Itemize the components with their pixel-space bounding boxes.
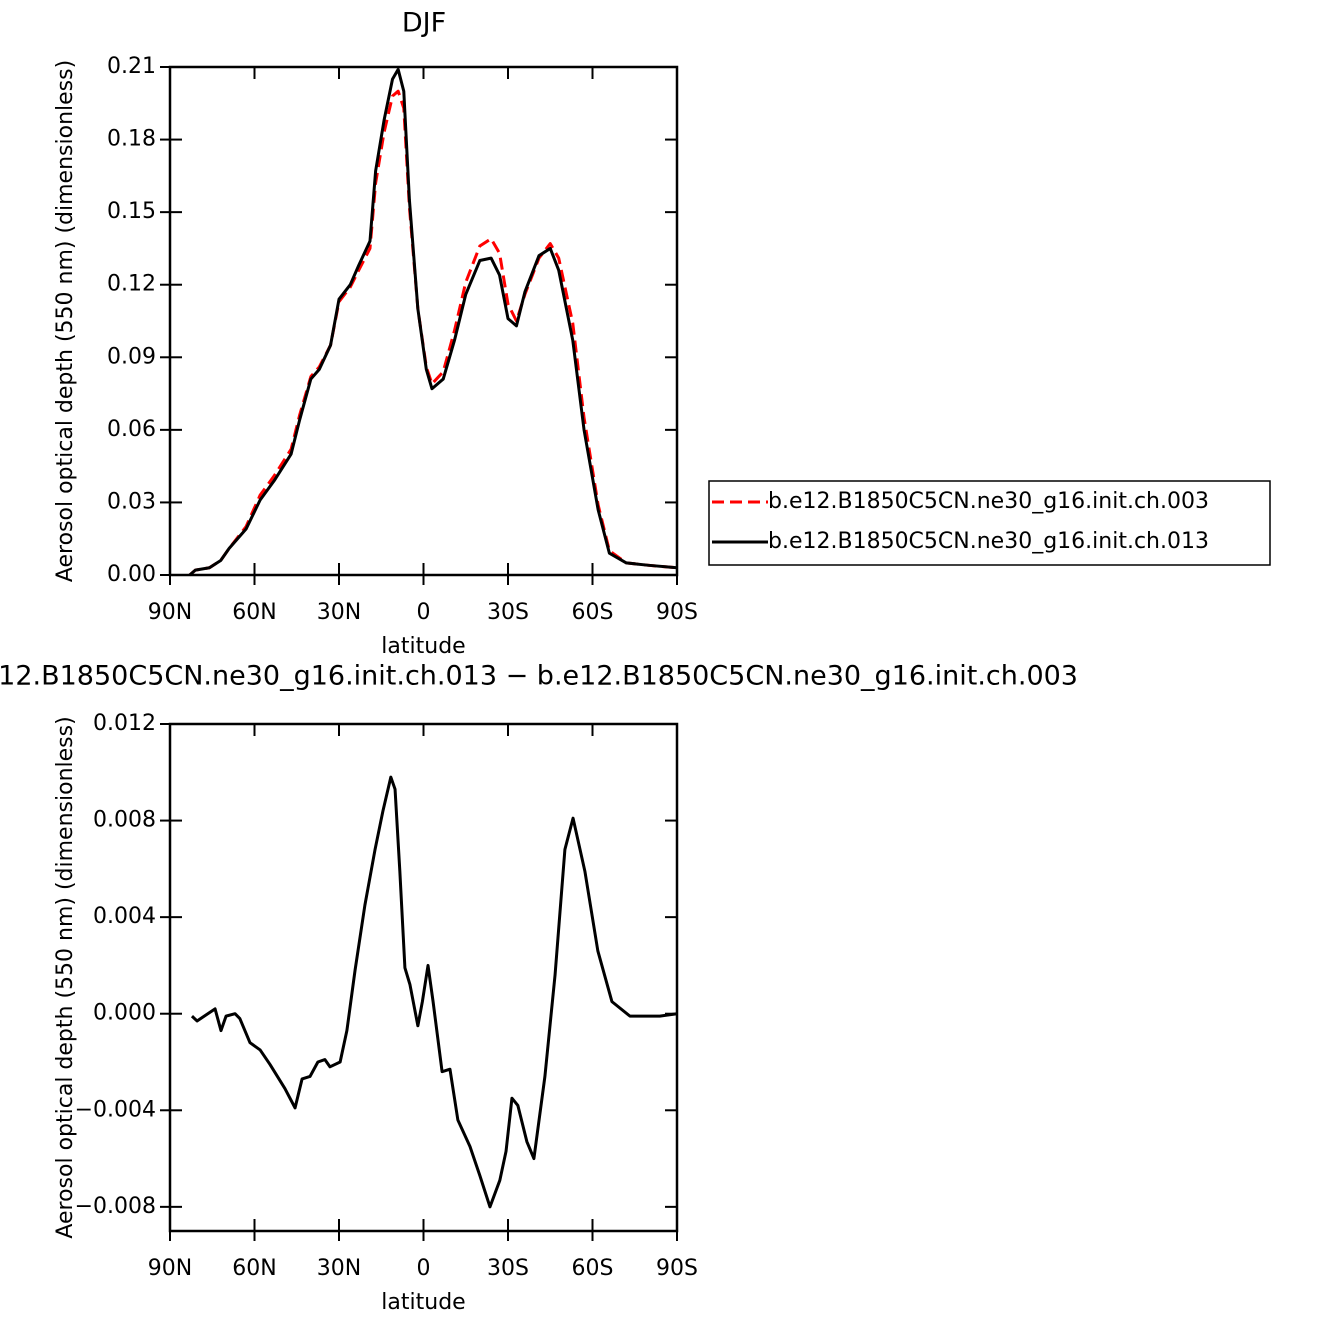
x-tick-label: 30N (317, 600, 361, 625)
y-tick-label: 0.012 (93, 711, 156, 736)
x-tick-label: 90S (656, 1256, 698, 1281)
x-tick-label: 60N (232, 600, 276, 625)
y-tick-label: 0.15 (107, 199, 156, 224)
x-tick-label: 60N (232, 1256, 276, 1281)
y-tick-label: 0.18 (107, 127, 156, 152)
legend-box (708, 480, 1271, 566)
x-axis-label: latitude (381, 1290, 465, 1315)
y-tick-label: −0.004 (75, 1097, 156, 1122)
x-tick-label: 0 (417, 600, 431, 625)
data-line (188, 67, 678, 577)
data-line (188, 89, 678, 577)
y-tick-label: 0.00 (107, 562, 156, 587)
y-tick-label: 0.12 (107, 272, 156, 297)
legend-text: b.e12.B1850C5CN.ne30_g16.init.ch.003 (768, 489, 1209, 514)
x-tick-label: 30S (487, 600, 529, 625)
y-tick-label: −0.008 (75, 1194, 156, 1219)
y-tick-label: 0.06 (107, 417, 156, 442)
x-tick-label: 30S (487, 1256, 529, 1281)
y-tick-label: 0.21 (107, 54, 156, 79)
x-axis-label: latitude (381, 634, 465, 659)
x-tick-label: 60S (572, 1256, 614, 1281)
x-tick-label: 0 (417, 1256, 431, 1281)
plot: DJF Aerosol optical depth (550 nm) (dimen… (53, 8, 1271, 659)
y-axis-label: Aerosol optical depth (550 nm) (dimensio… (53, 60, 78, 582)
x-tick-label: 30N (317, 1256, 361, 1281)
chart-title: b.e12.B1850C5CN.ne30_g16.init.ch.013 − b… (0, 661, 1078, 692)
y-tick-label: 0.09 (107, 344, 156, 369)
plot: b.e12.B1850C5CN.ne30_g16.init.ch.013 − b… (0, 661, 1078, 1316)
x-tick-label: 60S (572, 600, 614, 625)
y-tick-label: 0.03 (107, 489, 156, 514)
x-tick-label: 90N (148, 600, 192, 625)
y-axis-label: Aerosol optical depth (550 nm) (dimensio… (53, 716, 78, 1238)
y-tick-label: 0.008 (93, 808, 156, 833)
x-tick-label: 90N (148, 1256, 192, 1281)
legend-text: b.e12.B1850C5CN.ne30_g16.init.ch.013 (768, 529, 1209, 554)
data-line (190, 775, 678, 1209)
x-tick-label: 90S (656, 600, 698, 625)
y-tick-label: 0.000 (93, 1001, 156, 1026)
y-tick-label: 0.004 (93, 904, 156, 929)
chart-title: DJF (402, 8, 446, 39)
